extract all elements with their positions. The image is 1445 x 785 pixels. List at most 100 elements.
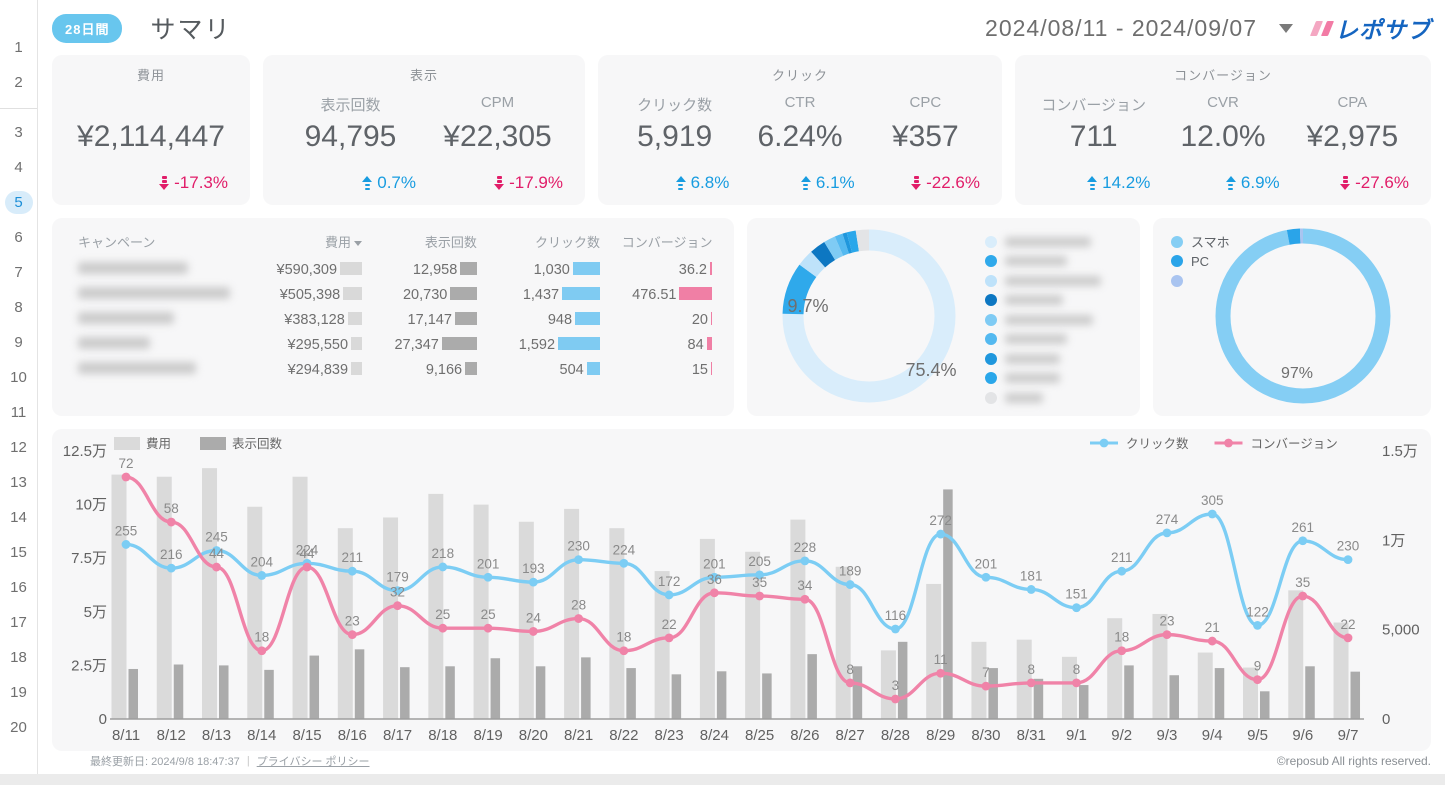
conversions-label: 8 (1073, 662, 1081, 677)
up-arrow-icon (1225, 176, 1236, 190)
conversions-label: 35 (1295, 575, 1310, 590)
impressions-bar (1214, 668, 1225, 719)
legend-swatch-icon (200, 437, 226, 450)
table-header-1[interactable]: 費用 (260, 232, 363, 257)
impressions-bar (219, 665, 229, 719)
table-cell-cost: ¥294,839 (260, 357, 363, 382)
clicks-point (347, 566, 357, 576)
cell-bar (343, 286, 363, 300)
clicks-label: 272 (929, 513, 952, 528)
sidebar-page-14[interactable]: 14 (10, 509, 27, 526)
x-axis-label: 8/17 (383, 727, 412, 744)
sidebar-page-20[interactable]: 20 (10, 719, 27, 736)
sidebar-page-18[interactable]: 18 (10, 649, 27, 666)
up-arrow-icon (675, 176, 686, 190)
kpi-metric: コンバージョン 711 14.2% (1029, 84, 1158, 193)
legend-item: PC (1171, 252, 1230, 272)
kpi-metric-label: 表示回数 (320, 97, 381, 114)
conversions-label: 8 (1027, 662, 1035, 677)
conversions-point (574, 614, 583, 623)
bottom-scrollbar-track[interactable] (0, 774, 1445, 785)
x-axis-label: 8/29 (926, 727, 955, 744)
table-cell-conversions: 84 (600, 332, 713, 357)
page-title: サマリ (150, 16, 232, 44)
campaign-donut-chart (782, 229, 956, 403)
table-cell-conversions: 20 (600, 307, 713, 332)
clicks-point (664, 590, 674, 600)
x-axis-label: 8/24 (700, 727, 729, 744)
impressions-bar (943, 489, 953, 719)
cost-bar (1016, 639, 1032, 719)
left-axis-tick: 10万 (75, 497, 107, 514)
impressions-bar (1124, 665, 1134, 719)
impressions-bar (1033, 678, 1044, 719)
impressions-bar (400, 667, 410, 719)
sidebar-page-17[interactable]: 17 (10, 614, 27, 631)
sidebar-page-12[interactable]: 12 (10, 439, 27, 456)
clicks-point (1072, 603, 1081, 613)
sidebar-page-10[interactable]: 10 (10, 369, 27, 386)
impressions-bar (1260, 691, 1270, 719)
legend-label: スマホ (1191, 235, 1230, 251)
conversions-point (1162, 630, 1172, 640)
conversions-point (483, 623, 493, 633)
redacted-campaign-name (78, 286, 230, 299)
last-updated-text: 最終更新日: 2024/9/8 18:47:37 (90, 756, 240, 768)
clicks-point (1117, 566, 1127, 576)
sidebar-page-9[interactable]: 9 (14, 334, 23, 351)
sidebar-page-4[interactable]: 4 (14, 159, 23, 176)
kpi-metric-value: 711 (1069, 120, 1118, 153)
header: 28日間 サマリ 2024/08/11 - 2024/09/07 レポサブ (38, 0, 1445, 46)
kpi-metric-value: ¥2,975 (1306, 120, 1399, 153)
cell-bar (679, 286, 713, 300)
chevron-down-icon[interactable] (1279, 23, 1293, 33)
conversions-label: 25 (481, 607, 496, 622)
impressions-bar (173, 664, 184, 719)
kpi-card-title: コンバージョン (1174, 68, 1272, 83)
legend-item (985, 271, 1102, 291)
sidebar-page-11[interactable]: 11 (10, 404, 27, 421)
x-axis-label: 8/22 (609, 727, 638, 744)
sidebar-page-7[interactable]: 7 (14, 264, 23, 281)
clicks-label: 189 (839, 564, 862, 579)
sidebar-page-3[interactable]: 3 (14, 124, 23, 141)
clicks-label: 151 (1065, 587, 1088, 602)
cell-bar (441, 336, 477, 350)
cost-bar (654, 571, 670, 719)
conversions-point (845, 678, 855, 688)
clicks-point (257, 571, 267, 580)
legend-dot-icon (1171, 235, 1183, 248)
date-range-selector[interactable]: 2024/08/11 - 2024/09/07 (985, 14, 1257, 41)
kpi-metric-delta: 6.9% (1166, 173, 1280, 193)
sidebar-page-5[interactable]: 5 (4, 191, 33, 214)
sidebar-page-2[interactable]: 2 (14, 74, 23, 91)
cell-bar (450, 286, 477, 300)
sidebar-page-13[interactable]: 13 (10, 474, 27, 491)
sidebar-page-19[interactable]: 19 (10, 684, 27, 701)
kpi-metric-delta: -22.6% (871, 173, 980, 193)
kpi-metric-value: 12.0% (1180, 120, 1266, 153)
conversions-label: 18 (254, 630, 269, 645)
sidebar-page-6[interactable]: 6 (14, 229, 23, 246)
sidebar-page-15[interactable]: 15 (10, 544, 27, 561)
sidebar-page-8[interactable]: 8 (14, 299, 23, 316)
clicks-label: 181 (1020, 568, 1043, 583)
conversions-label: 72 (118, 456, 133, 471)
x-axis-label: 8/14 (247, 727, 276, 744)
table-cell-cost: ¥295,550 (260, 332, 363, 357)
donut-slice-label: 9.7% (787, 296, 829, 316)
x-axis-label: 8/27 (836, 727, 865, 744)
kpi-metric-label: CPA (1337, 94, 1368, 111)
redacted-legend-label (1005, 256, 1068, 267)
x-axis-label: 9/5 (1247, 727, 1268, 744)
legend-dot-icon (985, 255, 998, 268)
sidebar-page-16[interactable]: 16 (10, 579, 27, 596)
kpi-metric-delta: -17.3% (74, 173, 228, 193)
kpi-metric-label: CPM (480, 94, 515, 111)
kpi-metric-delta: -17.9% (432, 173, 563, 193)
privacy-policy-link[interactable]: プライバシー ポリシー (256, 756, 370, 768)
conversions-label: 23 (345, 614, 360, 629)
clicks-label: 230 (1337, 539, 1360, 554)
sidebar-page-1[interactable]: 1 (14, 39, 23, 56)
